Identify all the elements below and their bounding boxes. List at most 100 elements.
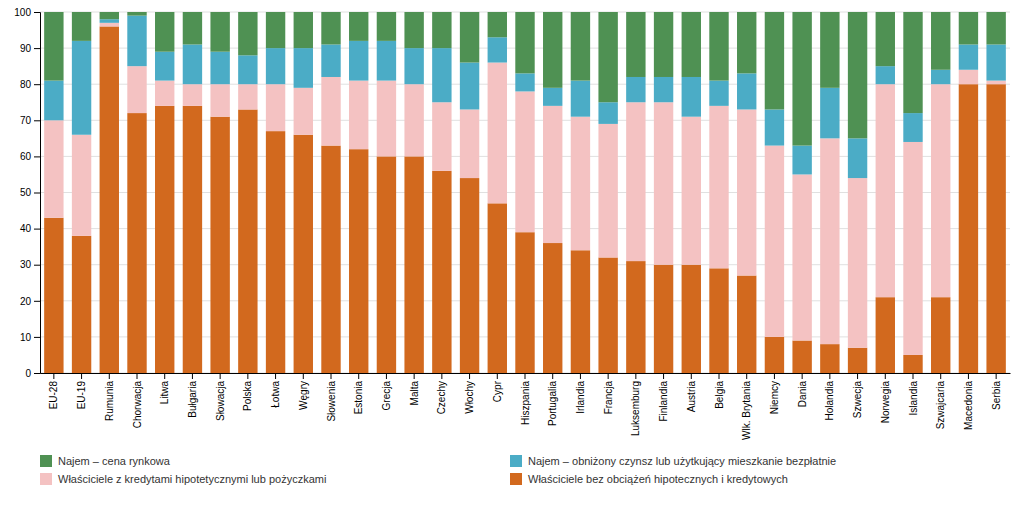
tick-mark xyxy=(608,373,609,379)
bar xyxy=(294,88,313,135)
tick: Hiszpania xyxy=(520,373,531,425)
bar xyxy=(377,81,396,157)
bar xyxy=(571,250,590,373)
tick-mark xyxy=(635,373,636,379)
tick-mark xyxy=(691,373,692,379)
bar xyxy=(155,52,174,81)
bar xyxy=(571,12,590,81)
tick-mark xyxy=(34,337,40,338)
bar xyxy=(127,113,146,373)
tick-mark xyxy=(386,373,387,379)
tick-label: Chorwacja xyxy=(132,381,143,429)
bar xyxy=(931,12,950,70)
tick-label: Bułgaria xyxy=(187,381,198,418)
bar xyxy=(183,44,202,84)
bar xyxy=(792,341,811,373)
bar xyxy=(44,12,63,81)
tick: Luksemburg xyxy=(630,373,641,436)
tick: Słowacja xyxy=(215,373,226,421)
series xyxy=(44,12,1006,146)
tick-label: Luksemburg xyxy=(630,381,641,436)
bar xyxy=(792,174,811,340)
bar xyxy=(571,81,590,117)
tick: Belgia xyxy=(714,373,725,409)
tick-mark xyxy=(968,373,969,379)
bar xyxy=(404,48,423,84)
tick-label: Malta xyxy=(409,381,420,406)
bar xyxy=(903,113,922,142)
bar xyxy=(848,138,867,178)
bar xyxy=(349,81,368,150)
bar xyxy=(460,109,479,178)
tick-mark xyxy=(663,373,664,379)
bar xyxy=(460,178,479,373)
tick-label: Polska xyxy=(242,381,253,411)
legend-label: Najem – obniżony czynsz lub użytkujący m… xyxy=(528,455,836,467)
bar xyxy=(765,109,784,145)
tick: 50 xyxy=(20,187,40,198)
bar xyxy=(321,12,340,44)
tick-mark xyxy=(34,120,40,121)
tick-mark xyxy=(857,373,858,379)
tick-label: Szwajcaria xyxy=(935,381,946,430)
bar xyxy=(44,120,63,217)
tick-label: Słowacja xyxy=(215,381,226,421)
tick: EU-28 xyxy=(48,373,59,409)
tick: Słowenia xyxy=(326,373,337,422)
bar xyxy=(931,297,950,373)
tick-mark xyxy=(996,373,997,379)
bar xyxy=(765,337,784,373)
legend-swatch xyxy=(510,455,522,467)
tick: 90 xyxy=(20,43,40,54)
tick-mark xyxy=(164,373,165,379)
tick-mark xyxy=(247,373,248,379)
legend-item: Najem – cena rynkowa xyxy=(40,455,171,467)
tick: 60 xyxy=(20,151,40,162)
tick-mark xyxy=(746,373,747,379)
tick: Holandia xyxy=(824,373,835,420)
bar xyxy=(515,91,534,232)
tick-label: 30 xyxy=(20,259,32,270)
bar xyxy=(238,12,257,55)
tick: EU-19 xyxy=(76,373,87,409)
tick: Norwegia xyxy=(880,373,891,423)
tick: Węgry xyxy=(298,373,309,410)
tick-label: Francja xyxy=(603,381,614,415)
tick-mark xyxy=(940,373,941,379)
tick-label: Łotwa xyxy=(270,381,281,408)
bar xyxy=(100,26,119,373)
bar xyxy=(876,297,895,373)
tick-mark xyxy=(469,373,470,379)
bar xyxy=(654,12,673,77)
legend-label: Najem – cena rynkowa xyxy=(58,455,171,467)
bar xyxy=(986,84,1005,373)
tick-label: EU-19 xyxy=(76,381,87,410)
tick-mark xyxy=(525,373,526,379)
axis-line xyxy=(34,13,41,374)
tick-label: Austria xyxy=(686,381,697,413)
legend-swatch xyxy=(510,473,522,485)
bar xyxy=(377,156,396,373)
tick-label: 60 xyxy=(20,151,32,162)
bar xyxy=(294,135,313,373)
bar xyxy=(682,77,701,117)
bar xyxy=(44,218,63,373)
tick: Dania xyxy=(797,373,808,407)
bar xyxy=(626,77,645,102)
tick-mark xyxy=(774,373,775,379)
bar xyxy=(266,48,285,84)
bar xyxy=(792,146,811,175)
bar xyxy=(155,106,174,373)
bar xyxy=(876,12,895,66)
tick: Cypr xyxy=(492,373,503,402)
tick-label: Cypr xyxy=(492,380,503,402)
bar xyxy=(183,12,202,44)
tick-mark xyxy=(358,373,359,379)
tick: Austria xyxy=(686,373,697,412)
tick-label: 0 xyxy=(25,368,31,379)
tick: 80 xyxy=(20,79,40,90)
bar xyxy=(654,102,673,264)
bar xyxy=(848,12,867,138)
tick-label: Macedonia xyxy=(963,381,974,430)
tick-label: Rumunia xyxy=(104,381,115,421)
